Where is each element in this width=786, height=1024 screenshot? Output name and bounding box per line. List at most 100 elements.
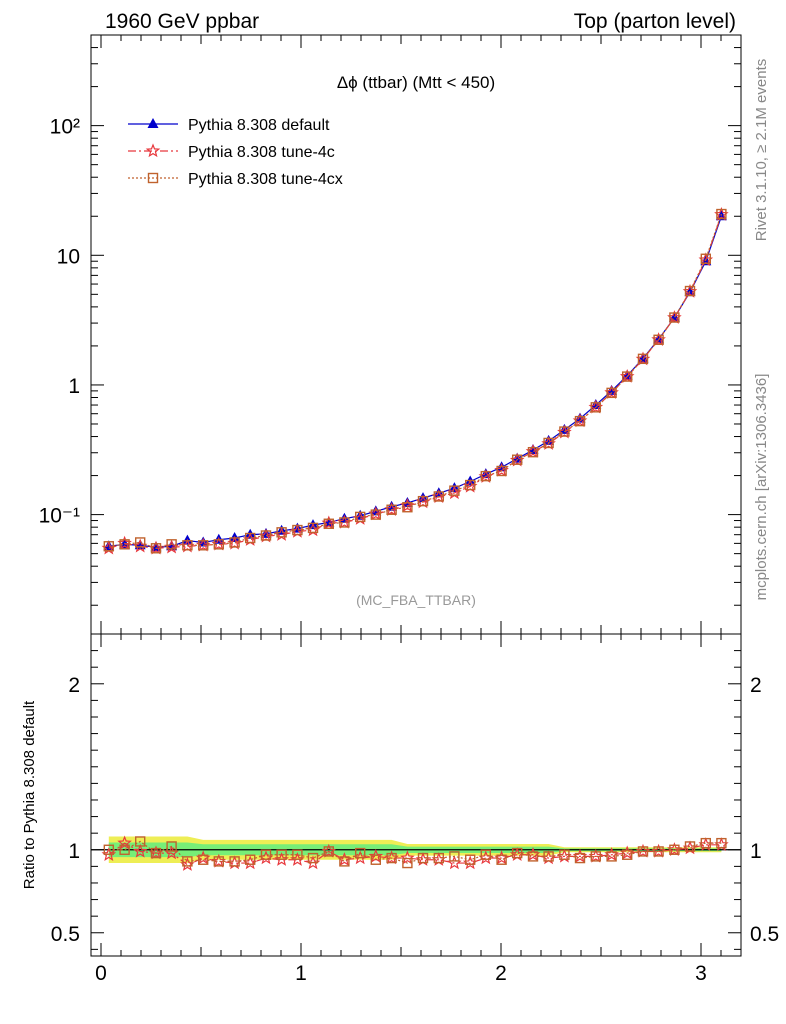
ratio-point xyxy=(355,847,366,859)
y-tick-label: 10² xyxy=(50,116,80,139)
data-point xyxy=(307,522,319,534)
ratio-point xyxy=(574,852,586,864)
ratio-point xyxy=(606,851,617,862)
data-point xyxy=(590,399,602,410)
data-point xyxy=(433,491,444,502)
ratio-y-tick-label-right: 1 xyxy=(750,840,762,863)
ratio-y-tick-label: 2 xyxy=(68,674,80,697)
ratio-series-line xyxy=(108,842,722,866)
data-point xyxy=(637,353,649,365)
data-point xyxy=(480,470,491,482)
ratio-point xyxy=(166,841,177,852)
ratio-point xyxy=(716,837,727,849)
main-series-1 xyxy=(101,206,729,555)
ratio-series-1 xyxy=(103,836,727,869)
main-series-line xyxy=(108,213,722,549)
ratio-point xyxy=(527,851,539,862)
data-point xyxy=(197,540,209,551)
data-point xyxy=(558,423,570,434)
x-tick-label: 3 xyxy=(695,962,707,985)
data-point xyxy=(401,496,413,507)
data-point xyxy=(370,509,381,520)
data-point xyxy=(292,524,303,536)
ratio-point xyxy=(276,849,287,860)
ratio-point xyxy=(590,851,601,862)
ratio-point xyxy=(417,852,429,864)
data-point xyxy=(496,465,507,477)
data-point xyxy=(574,412,586,423)
data-point xyxy=(417,495,429,507)
data-point xyxy=(606,387,617,399)
ratio-point xyxy=(119,844,130,855)
ratio-point xyxy=(197,854,209,865)
ratio-point xyxy=(559,849,570,860)
main-axis-ticks: 10⁻¹ 1 10 10² xyxy=(39,34,742,634)
legend-entry: Pythia 8.308 default xyxy=(128,117,330,134)
ratio-point xyxy=(449,851,460,862)
ratio-point xyxy=(213,856,225,867)
legend-entry: Pythia 8.308 tune-4c xyxy=(128,143,335,161)
legend-marker xyxy=(147,172,159,184)
data-point xyxy=(527,446,539,458)
main-series-2 xyxy=(103,208,727,554)
ratio-point xyxy=(307,852,319,864)
data-point xyxy=(700,253,711,264)
data-point xyxy=(543,437,554,449)
ratio-point xyxy=(480,849,491,860)
ratio-point xyxy=(370,854,381,865)
ratio-point xyxy=(103,844,115,855)
y-tick-label: 10⁻¹ xyxy=(39,505,80,528)
data-point xyxy=(653,334,664,345)
ratio-y-axis-label: Ratio to Pythia 8.308 default xyxy=(21,700,38,889)
ratio-axis-ticks: 0.5 0.5 1 1 2 2 0 1 2 3 xyxy=(51,634,779,985)
data-point xyxy=(213,539,225,550)
ratio-point xyxy=(637,846,649,857)
data-point xyxy=(386,504,397,515)
data-point xyxy=(449,485,460,496)
mcplots-label: mcplots.cern.ch [arXiv:1306.3436] xyxy=(753,374,770,601)
data-point xyxy=(182,540,193,551)
ratio-point xyxy=(150,847,162,859)
ratio-point xyxy=(339,856,350,867)
analysis-watermark: (MC_FBA_TTBAR) xyxy=(356,592,476,608)
ratio-point xyxy=(132,843,148,858)
ratio-point xyxy=(368,848,384,863)
main-series-layer xyxy=(101,206,729,555)
ratio-panel: 0.5 0.5 1 1 2 2 0 1 2 3 Ratio to Pythia 8.308 def… xyxy=(21,633,779,985)
process-label: Top (parton level) xyxy=(574,10,736,33)
legend-label: Pythia 8.308 tune-4c xyxy=(188,144,335,161)
data-point xyxy=(260,530,272,541)
ratio-series-layer xyxy=(101,835,729,871)
data-point xyxy=(276,527,287,538)
ratio-point xyxy=(400,850,415,865)
x-tick-label: 0 xyxy=(95,962,107,985)
main-panel: 10⁻¹ 1 10 10² Δϕ (ttbar) (Mtt < 450) (MC_FB… xyxy=(39,34,742,635)
ratio-point xyxy=(292,849,303,860)
ratio-y-tick-label: 0.5 xyxy=(51,923,80,946)
data-point xyxy=(512,454,523,465)
data-point xyxy=(606,384,618,395)
ratio-point xyxy=(260,849,272,860)
data-point xyxy=(355,511,366,523)
data-point xyxy=(716,208,727,220)
ratio-point xyxy=(700,837,711,849)
legend-marker xyxy=(147,118,159,128)
ratio-point xyxy=(496,854,507,865)
legend-marker xyxy=(145,143,161,158)
data-point xyxy=(323,518,334,529)
data-point xyxy=(229,537,240,548)
y-tick-label: 10 xyxy=(57,245,80,268)
ratio-point xyxy=(402,857,413,869)
ratio-point xyxy=(512,847,523,859)
x-tick-label: 2 xyxy=(495,962,507,985)
legend-entry: Pythia 8.308 tune-4cx xyxy=(128,171,343,188)
legend: Pythia 8.308 default Pythia 8.308 tune-4c… xyxy=(128,117,343,188)
ratio-point xyxy=(134,836,146,847)
data-point xyxy=(465,479,476,491)
ratio-point xyxy=(229,856,240,867)
main-series-line xyxy=(108,216,722,548)
ratio-point xyxy=(323,846,334,857)
ratio-point xyxy=(684,841,696,852)
data-point xyxy=(574,415,586,427)
